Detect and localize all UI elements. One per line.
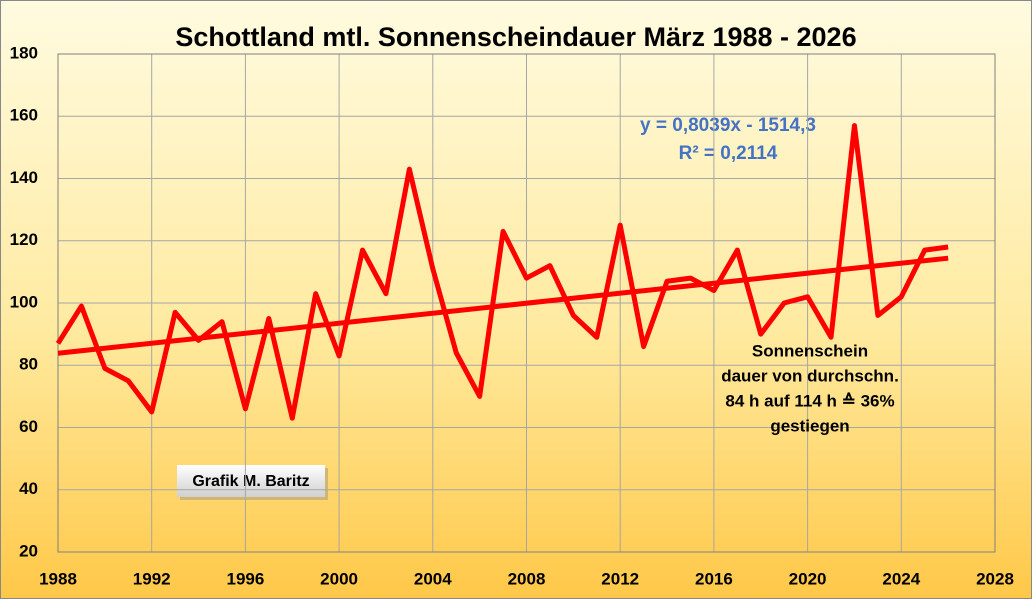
plot-border [57,53,996,553]
annotation: dauer von durchschn. [721,366,899,385]
y-tick-label: 80 [19,355,38,374]
y-tick-label: 160 [10,106,38,125]
chart-title: Schottland mtl. Sonnenscheindauer März 1… [175,22,856,52]
x-tick-label: 2020 [789,569,827,588]
x-tick-label: 2028 [976,569,1014,588]
y-tick-label: 120 [10,230,38,249]
annotation: 84 h auf 114 h ≙ 36% [725,391,894,410]
credit-box [177,465,325,497]
trend-line [57,255,949,356]
series-line [55,123,949,421]
y-tick-label: 140 [10,168,38,187]
y-tick-label: 60 [19,417,38,436]
y-tick-label: 100 [10,292,38,311]
x-tick-label: 2008 [508,569,546,588]
x-tick-label: 1992 [133,569,171,588]
y-tick-label: 40 [19,479,38,498]
x-tick-label: 2004 [414,569,452,588]
equation: y = 0,8039x - 1514,3 [640,115,816,136]
x-tick-label: 2024 [882,569,920,588]
x-tick-label: 1988 [39,569,77,588]
y-tick-label: 20 [19,541,38,560]
y-tick-label: 180 [10,43,38,62]
annotation: Sonnenschein [752,341,868,360]
x-tick-label: 1996 [226,569,264,588]
x-tick-label: 2016 [695,569,733,588]
x-tick-label: 2012 [601,569,639,588]
credit: Grafik M. Baritz [192,473,309,490]
x-tick-label: 2000 [320,569,358,588]
r-squared: R² = 0,2114 [679,143,778,164]
annotation: gestiegen [770,416,849,435]
